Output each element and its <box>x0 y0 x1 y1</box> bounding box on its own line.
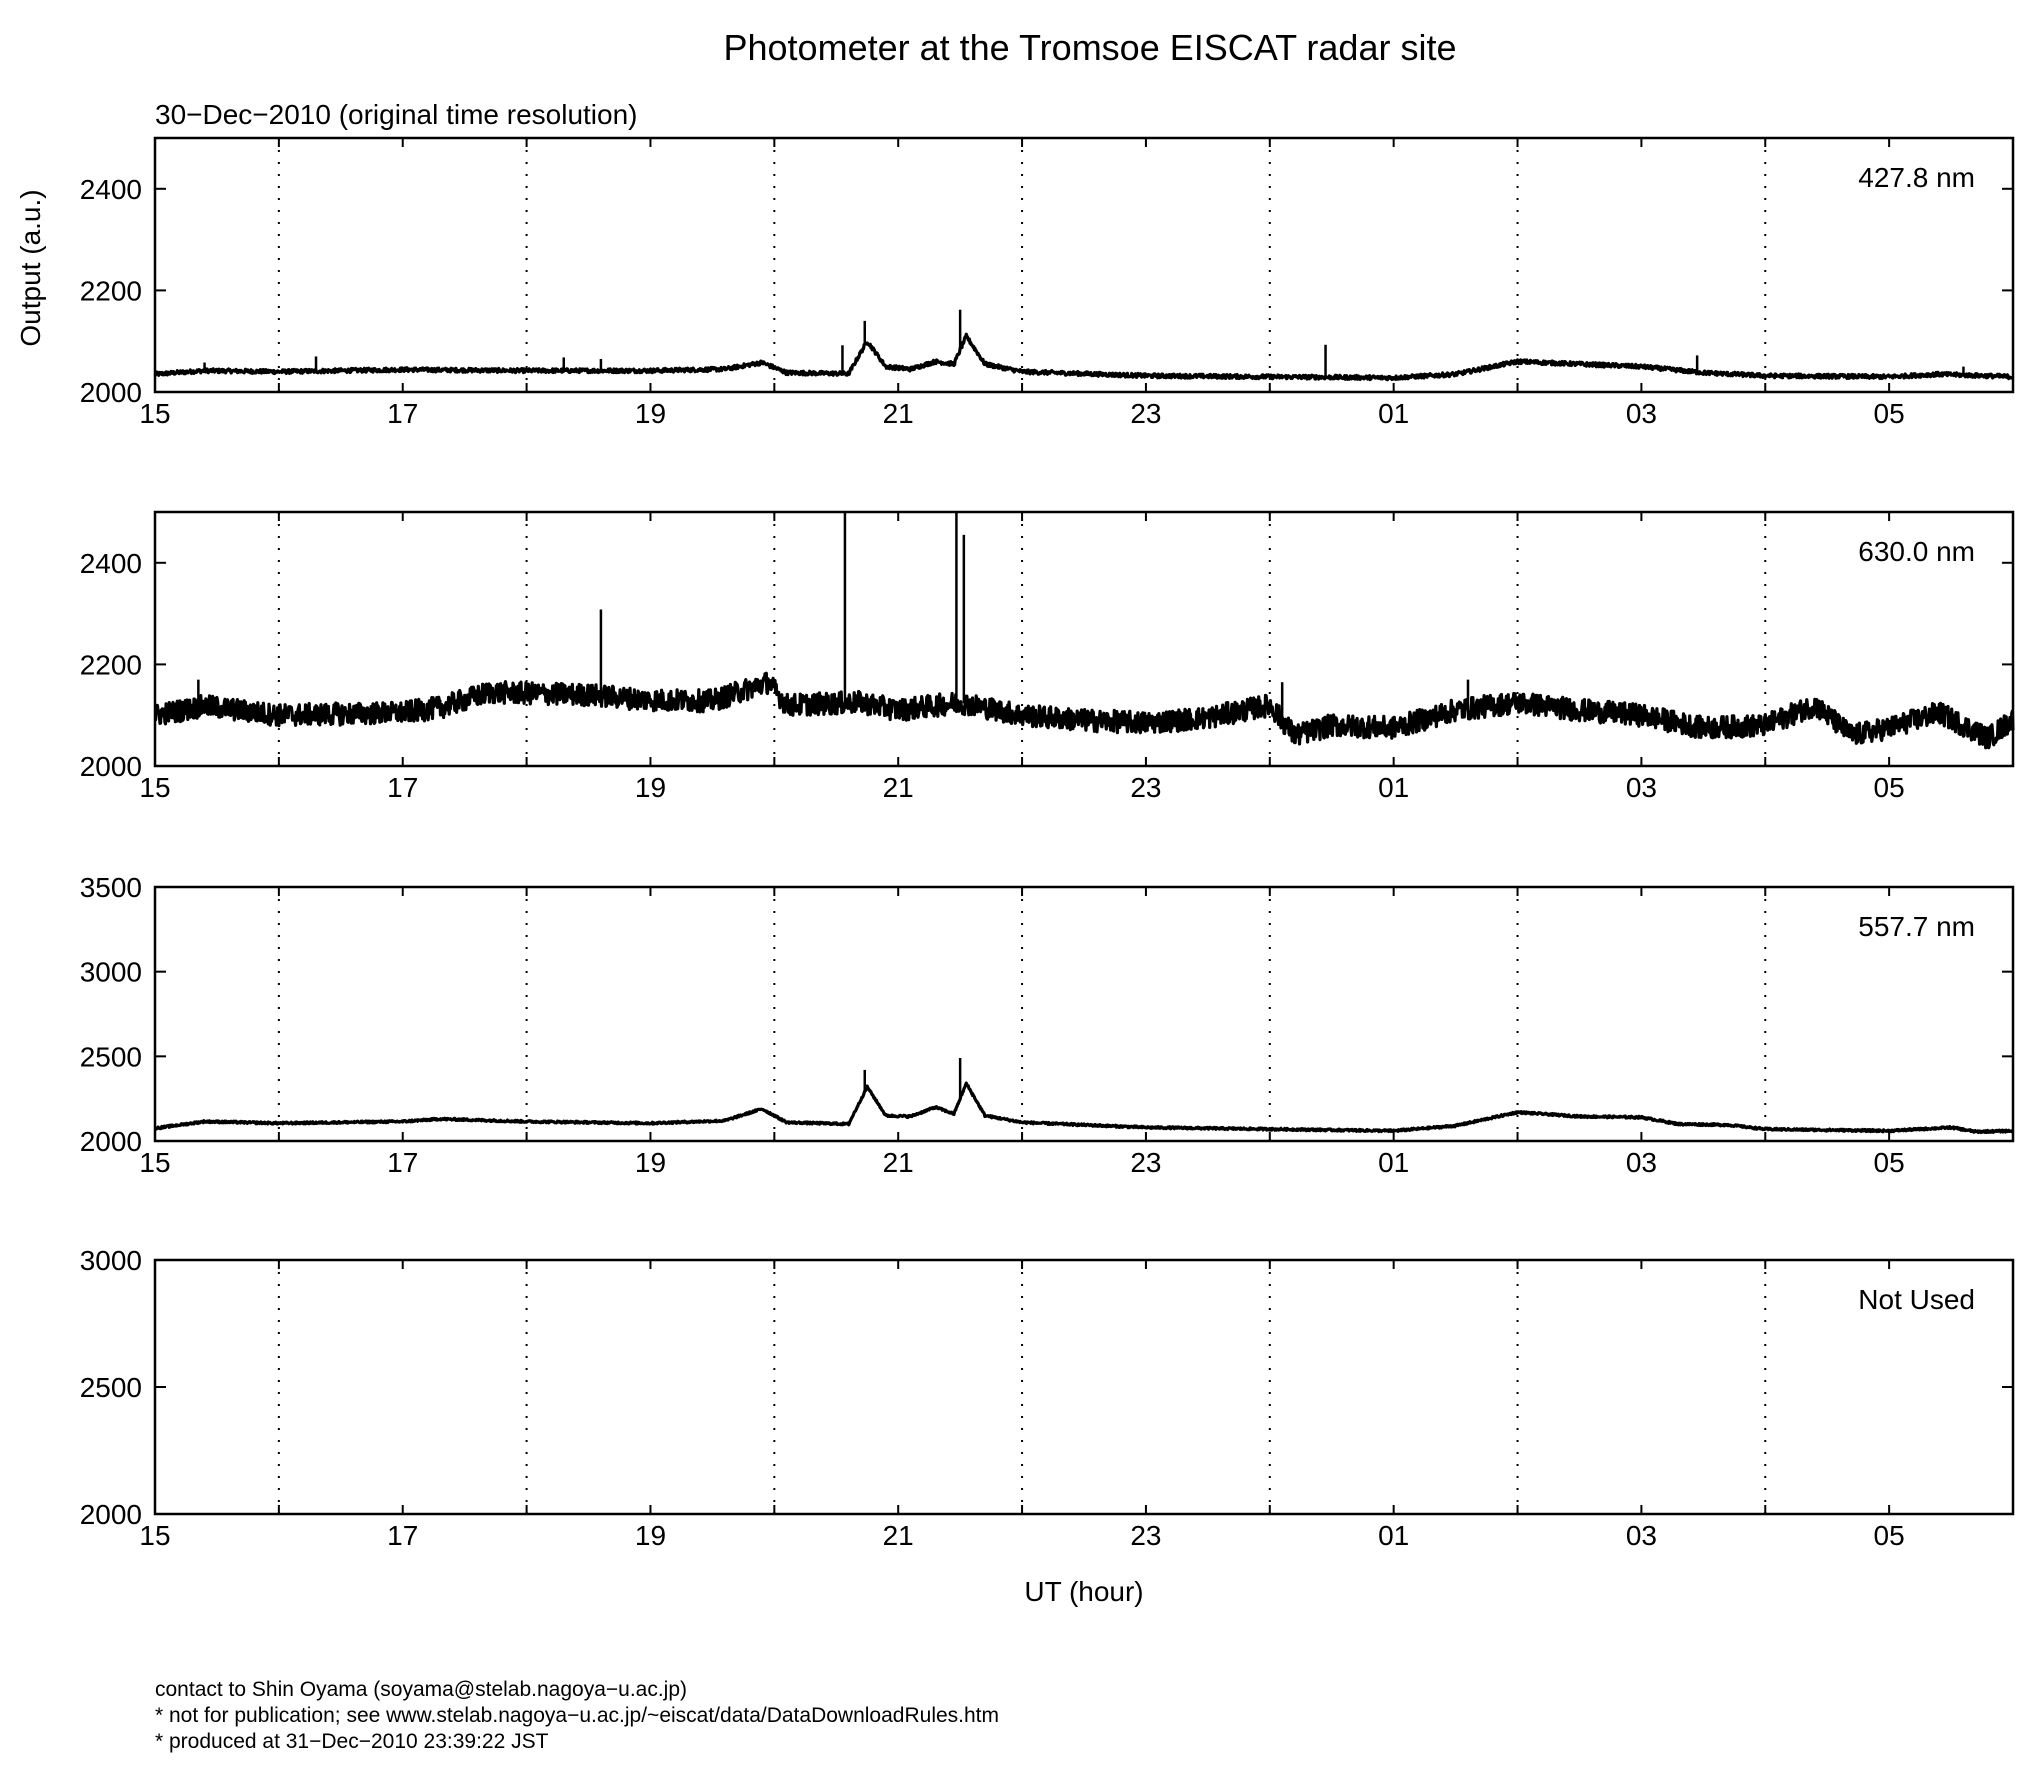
y-tick-label: 2000 <box>80 751 142 782</box>
x-tick-label: 21 <box>883 772 914 803</box>
x-tick-label: 05 <box>1874 398 1905 429</box>
series-label: 630.0 nm <box>1858 536 1975 567</box>
y-tick-label: 3000 <box>80 1245 142 1276</box>
x-axis-label: UT (hour) <box>1024 1576 1143 1607</box>
y-tick-label: 2400 <box>80 548 142 579</box>
x-tick-label: 05 <box>1874 772 1905 803</box>
y-tick-label: 2200 <box>80 649 142 680</box>
x-tick-label: 03 <box>1626 772 1657 803</box>
data-trace <box>153 1081 2015 1135</box>
y-tick-label: 2200 <box>80 275 142 306</box>
x-tick-label: 23 <box>1130 1147 1161 1178</box>
panel-3: 15 17 19 21 23 01 03 05 2000 2500 3000 3500 557.7 nm <box>80 872 2015 1178</box>
x-tick-label: 15 <box>139 1147 170 1178</box>
x-tick-label: 17 <box>387 398 418 429</box>
x-tick-label: 19 <box>635 1520 666 1551</box>
x-tick-label: 01 <box>1378 1147 1409 1178</box>
plot-frame <box>153 136 2015 394</box>
x-tick-label: 05 <box>1874 1147 1905 1178</box>
x-tick-label: 05 <box>1874 1520 1905 1551</box>
x-tick-label: 03 <box>1626 1520 1657 1551</box>
x-tick-label: 23 <box>1130 1520 1161 1551</box>
data-trace <box>153 332 2015 382</box>
panels-group: 15 17 19 21 23 01 03 05 2000 2200 2400 427.8 nm 15 17… <box>80 136 2015 1551</box>
y-tick-label: 2400 <box>80 174 142 205</box>
x-tick-label: 17 <box>387 1147 418 1178</box>
y-tick-label: 3000 <box>80 957 142 988</box>
x-tick-label: 23 <box>1130 398 1161 429</box>
series-label: 427.8 nm <box>1858 162 1975 193</box>
y-axis-label: Output (a.u.) <box>15 189 46 346</box>
panel-1: 15 17 19 21 23 01 03 05 2000 2200 2400 427.8 nm <box>80 136 2015 429</box>
data-trace <box>153 671 2015 750</box>
x-tick-label: 21 <box>883 1520 914 1551</box>
y-tick-label: 2000 <box>80 1499 142 1530</box>
x-tick-label: 23 <box>1130 772 1161 803</box>
y-tick-label: 2500 <box>80 1372 142 1403</box>
plot-frame <box>153 885 2015 1143</box>
x-tick-label: 17 <box>387 772 418 803</box>
footer-contact: contact to Shin Oyama (soyama@stelab.nag… <box>155 1678 688 1701</box>
panel-4: 15 17 19 21 23 01 03 05 2000 2500 3000 Not Used <box>80 1245 2015 1551</box>
x-tick-label: 21 <box>883 398 914 429</box>
y-tick-label: 3500 <box>80 872 142 903</box>
plot-frame <box>153 510 2015 768</box>
x-tick-label: 15 <box>139 1520 170 1551</box>
x-tick-label: 01 <box>1378 772 1409 803</box>
figure-title: Photometer at the Tromsoe EISCAT radar s… <box>724 27 1457 68</box>
x-tick-label: 15 <box>139 398 170 429</box>
panel-2: 15 17 19 21 23 01 03 05 2000 2200 2400 630.0 nm <box>80 510 2015 803</box>
x-tick-label: 01 <box>1378 1520 1409 1551</box>
x-tick-label: 17 <box>387 1520 418 1551</box>
x-tick-label: 19 <box>635 398 666 429</box>
x-tick-label: 15 <box>139 772 170 803</box>
footer-produced: * produced at 31−Dec−2010 23:39:22 JST <box>155 1730 549 1753</box>
y-tick-label: 2000 <box>80 377 142 408</box>
y-tick-label: 2000 <box>80 1126 142 1157</box>
x-tick-label: 03 <box>1626 398 1657 429</box>
x-tick-label: 03 <box>1626 1147 1657 1178</box>
figure-subtitle: 30−Dec−2010 (original time resolution) <box>155 99 638 130</box>
plot-frame <box>153 1258 2015 1516</box>
footer-note: * not for publication; see www.stelab.na… <box>155 1704 999 1727</box>
x-tick-label: 19 <box>635 772 666 803</box>
series-label: Not Used <box>1858 1284 1975 1315</box>
x-tick-label: 01 <box>1378 398 1409 429</box>
x-tick-label: 19 <box>635 1147 666 1178</box>
y-tick-label: 2500 <box>80 1041 142 1072</box>
x-tick-label: 21 <box>883 1147 914 1178</box>
series-label: 557.7 nm <box>1858 911 1975 942</box>
